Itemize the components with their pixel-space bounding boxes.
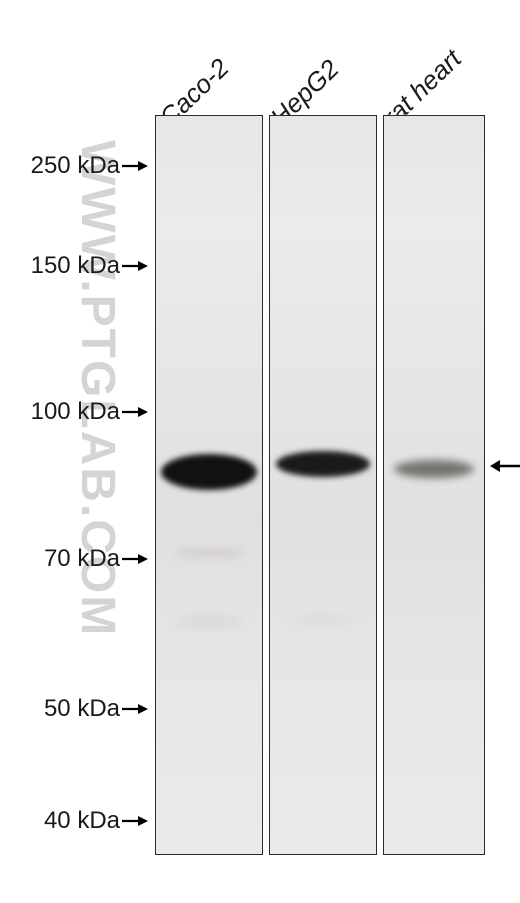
lane-bg bbox=[384, 116, 484, 854]
mw-marker: 40 kDa bbox=[44, 807, 148, 835]
mw-marker-label: 40 kDa bbox=[44, 807, 120, 835]
mw-marker-label: 150 kDa bbox=[31, 252, 120, 280]
band bbox=[174, 548, 244, 558]
mw-marker-label: 50 kDa bbox=[44, 695, 120, 723]
arrow-right-icon bbox=[122, 552, 148, 566]
mw-marker-label: 250 kDa bbox=[31, 152, 120, 180]
lane-1 bbox=[269, 115, 377, 855]
figure-container: WWW.PTGLAB.COM Caco-2HepG2rat heart 250 … bbox=[0, 0, 520, 903]
arrow-right-icon bbox=[122, 259, 148, 273]
arrow-right-icon bbox=[122, 159, 148, 173]
arrow-right-icon bbox=[122, 405, 148, 419]
mw-marker-label: 70 kDa bbox=[44, 545, 120, 573]
band bbox=[394, 460, 474, 478]
lane-2 bbox=[383, 115, 485, 855]
arrow-right-icon bbox=[122, 814, 148, 828]
mw-marker: 150 kDa bbox=[31, 252, 148, 280]
mw-marker-label: 100 kDa bbox=[31, 398, 120, 426]
mw-marker: 50 kDa bbox=[44, 695, 148, 723]
blot-area bbox=[155, 115, 485, 855]
band bbox=[161, 454, 257, 490]
lane-bg bbox=[270, 116, 376, 854]
mw-marker: 70 kDa bbox=[44, 545, 148, 573]
arrow-right-icon bbox=[122, 702, 148, 716]
band bbox=[174, 616, 244, 628]
mw-marker: 100 kDa bbox=[31, 398, 148, 426]
mw-marker: 250 kDa bbox=[31, 152, 148, 180]
band bbox=[276, 451, 370, 477]
band bbox=[293, 616, 353, 624]
band-indicator-arrow bbox=[490, 457, 520, 475]
lane-0 bbox=[155, 115, 263, 855]
